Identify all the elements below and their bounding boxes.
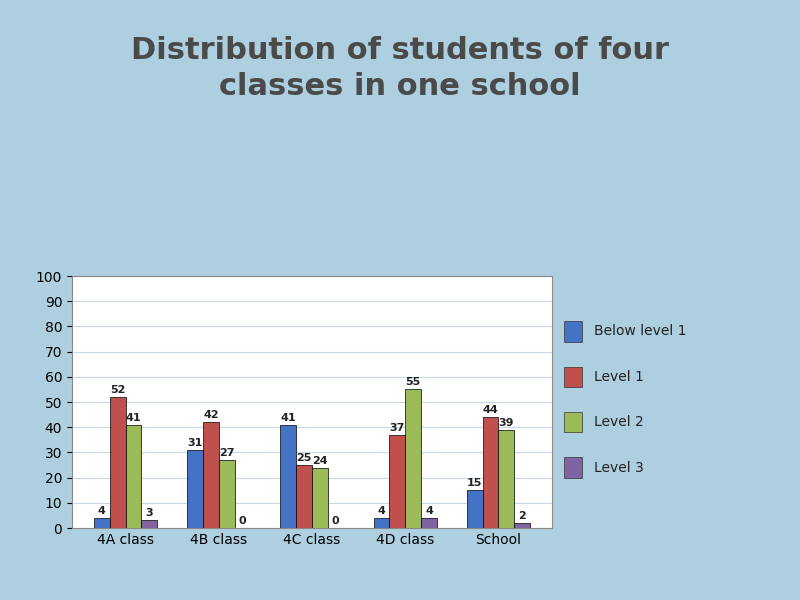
Text: 24: 24 [312,455,328,466]
Text: 41: 41 [281,413,296,422]
Text: 39: 39 [498,418,514,428]
Text: 27: 27 [219,448,234,458]
Text: 3: 3 [146,508,153,518]
Text: 42: 42 [203,410,218,420]
Bar [126,425,142,528]
Text: 0: 0 [238,516,246,526]
Text: 25: 25 [296,453,312,463]
Bar [390,435,406,528]
Bar [563,322,582,341]
Bar [203,422,218,528]
Bar [110,397,126,528]
Text: Level 3: Level 3 [594,461,643,475]
Text: 4: 4 [98,506,106,516]
Bar [280,425,296,528]
Text: 41: 41 [126,413,142,422]
Bar [466,490,482,528]
Text: Level 2: Level 2 [594,415,643,429]
Text: 44: 44 [482,405,498,415]
Bar [406,389,421,528]
Text: 31: 31 [187,438,202,448]
Bar [218,460,234,528]
Bar [498,430,514,528]
Bar [482,417,498,528]
Bar [296,465,312,528]
Text: 37: 37 [390,423,405,433]
Text: Level 1: Level 1 [594,370,644,384]
Bar [563,412,582,432]
Bar [514,523,530,528]
Text: 15: 15 [467,478,482,488]
Bar [94,518,110,528]
Bar [563,367,582,387]
Text: 0: 0 [332,516,339,526]
Text: Below level 1: Below level 1 [594,325,686,338]
Bar [563,457,582,478]
Bar [374,518,390,528]
Text: 4: 4 [378,506,386,516]
Text: 2: 2 [518,511,526,521]
Text: 55: 55 [406,377,421,388]
Bar [187,450,203,528]
Text: 4: 4 [425,506,433,516]
Bar [312,467,328,528]
Text: 52: 52 [110,385,126,395]
Bar [142,520,158,528]
Text: Distribution of students of four
classes in one school: Distribution of students of four classes… [131,36,669,101]
Bar [421,518,437,528]
